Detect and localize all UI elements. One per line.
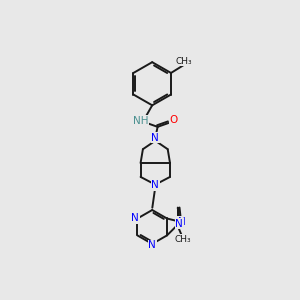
Text: N: N [176,219,183,229]
Text: N: N [178,217,186,226]
Text: NH: NH [133,116,148,126]
Text: N: N [148,240,156,250]
Text: N: N [131,214,139,224]
Text: O: O [170,115,178,125]
Text: CH₃: CH₃ [175,235,192,244]
Text: N: N [152,133,159,142]
Text: N: N [152,180,159,190]
Text: CH₃: CH₃ [176,57,193,66]
